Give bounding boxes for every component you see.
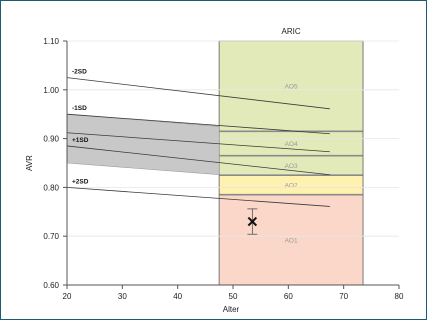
y-tick-label: 0.90 xyxy=(43,135,59,144)
x-tick-label: 30 xyxy=(118,292,127,301)
x-tick-label: 70 xyxy=(339,292,348,301)
zone-ao5 xyxy=(219,41,364,132)
axes: 0.60 0.70 0.80 0.90 1.00 1.10 20 30 40 50 60 70 80 xyxy=(43,37,404,301)
sd-lines-layer xyxy=(66,77,330,207)
sd-line-5 xyxy=(66,187,330,207)
sd-line-2 xyxy=(66,113,330,135)
zone-label-ao4: AO4 xyxy=(285,141,298,148)
sd-line-3 xyxy=(66,132,330,153)
y-tick-label: 1.10 xyxy=(43,37,59,46)
y-tick-label: 0.80 xyxy=(43,183,59,192)
y-axis-label: AVR xyxy=(25,155,34,171)
zone-ao4 xyxy=(219,131,364,156)
x-tick-label: 40 xyxy=(173,292,182,301)
zone-label-ao5: AO5 xyxy=(285,84,298,91)
aric-title: ARIC xyxy=(282,27,301,36)
zone-label-ao1: AO1 xyxy=(285,237,298,244)
labels-layer: -2SD -1SD +1SD +2SD xyxy=(72,69,89,186)
x-tick-label: 80 xyxy=(395,292,404,301)
sd-label: +1SD xyxy=(72,137,89,144)
y-tick-label: 0.60 xyxy=(43,281,59,290)
sd-label: +2SD xyxy=(72,178,89,185)
zone-label-ao3: AO3 xyxy=(285,163,298,170)
shaded-band xyxy=(66,113,220,176)
x-tick-label: 50 xyxy=(229,292,238,301)
patient-marker-b xyxy=(247,216,258,227)
aric-zones: AO5 AO4 AO3 AO2 AO1 xyxy=(218,40,364,286)
x-tick-label: 60 xyxy=(284,292,293,301)
patient-point-layer xyxy=(247,208,258,235)
shaded-band-layer xyxy=(66,113,220,176)
x-axis-label: Alter xyxy=(223,305,240,314)
sd-label: -1SD xyxy=(72,105,87,112)
zone-ao2 xyxy=(219,175,364,195)
x-tick-label: 20 xyxy=(63,292,72,301)
sd-line-4 xyxy=(66,145,330,176)
y-tick-label: 1.00 xyxy=(43,86,59,95)
y-tick-label: 0.70 xyxy=(43,232,59,241)
zone-label-ao2: AO2 xyxy=(285,182,298,189)
sd-label: -2SD xyxy=(72,69,87,76)
zone-ao3 xyxy=(219,155,364,176)
zone-ao1 xyxy=(219,194,364,285)
sd-line-1 xyxy=(66,77,330,110)
